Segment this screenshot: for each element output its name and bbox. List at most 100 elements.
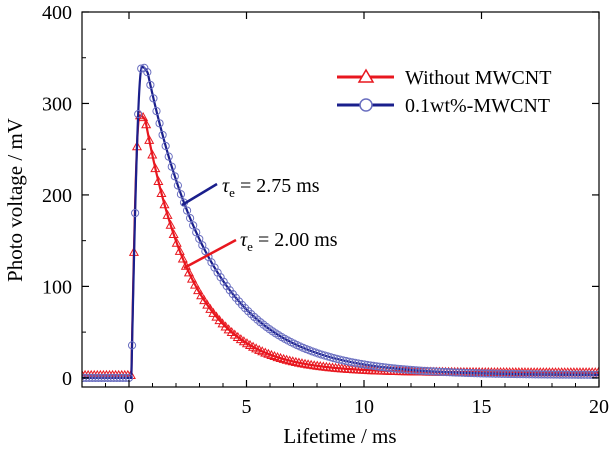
- data-point: [558, 370, 567, 379]
- data-point: [405, 365, 415, 374]
- data-point: [561, 370, 570, 379]
- data-point: [350, 358, 360, 367]
- data-point: [564, 370, 574, 379]
- data-point: [281, 354, 292, 364]
- data-point: [384, 363, 393, 372]
- data-point: [329, 353, 338, 363]
- data-point: [147, 149, 158, 159]
- data-point: [149, 94, 158, 103]
- x-tick-label: 5: [242, 396, 252, 418]
- data-point: [159, 199, 170, 209]
- data-point: [156, 187, 167, 198]
- data-point: [109, 373, 118, 382]
- series-without-mwcnt: [82, 110, 599, 379]
- data-point: [552, 370, 561, 379]
- data-point: [341, 356, 351, 366]
- data-point: [296, 358, 308, 368]
- data-point: [186, 214, 195, 223]
- data-point: [192, 228, 201, 237]
- data-point: [269, 350, 280, 361]
- x-tick-label: 20: [589, 396, 609, 418]
- data-point: [158, 130, 167, 140]
- data-point: [430, 367, 439, 376]
- data-point: [338, 356, 347, 365]
- data-point: [344, 357, 354, 366]
- data-point: [546, 370, 555, 379]
- data-point: [112, 373, 121, 382]
- data-point: [390, 364, 399, 373]
- data-point: [97, 373, 106, 382]
- legend-item: Without MWCNT: [337, 67, 551, 89]
- data-point: [567, 370, 577, 379]
- data-point: [332, 354, 341, 363]
- data-point: [534, 370, 543, 379]
- legend-label: 0.1wt%-MWCNT: [405, 95, 550, 117]
- data-point: [442, 368, 451, 377]
- data-point: [244, 307, 253, 316]
- data-point: [177, 253, 188, 263]
- data-point: [222, 282, 231, 291]
- data-point: [115, 373, 124, 382]
- data-point: [412, 366, 421, 375]
- annotation-tau: τe = 2.00 ms: [240, 229, 338, 254]
- data-point: [121, 373, 131, 382]
- data-point: [528, 370, 537, 379]
- data-point: [196, 290, 207, 300]
- data-point: [94, 373, 103, 382]
- data-point: [299, 358, 311, 368]
- data-point: [525, 370, 534, 379]
- data-point: [518, 370, 528, 379]
- annotation-leader-line: [183, 238, 237, 270]
- data-point: [540, 370, 549, 379]
- data-point: [537, 370, 546, 379]
- data-point: [439, 367, 448, 377]
- annotations: τe = 2.75 ms τe = 2.00 ms: [181, 175, 338, 270]
- data-point: [433, 367, 442, 376]
- legend-item: 0.1wt%-MWCNT: [337, 95, 550, 117]
- data-point: [208, 307, 219, 317]
- data-point: [152, 107, 161, 116]
- data-point: [137, 64, 146, 73]
- series-layer: [82, 63, 599, 382]
- data-point: [278, 353, 289, 363]
- data-point: [214, 315, 225, 325]
- data-point: [549, 370, 558, 379]
- data-point: [409, 366, 418, 375]
- data-point: [106, 373, 115, 382]
- data-point: [193, 284, 204, 295]
- data-point: [347, 358, 357, 367]
- data-point: [162, 209, 173, 219]
- data-point: [488, 369, 497, 378]
- data-point: [173, 181, 182, 190]
- data-point: [211, 311, 222, 321]
- data-point: [161, 141, 170, 151]
- x-tick-label: 10: [354, 396, 374, 418]
- data-point: [91, 373, 100, 382]
- data-point: [155, 119, 164, 128]
- data-point: [168, 228, 179, 239]
- data-point: [186, 273, 198, 283]
- data-point: [360, 360, 369, 369]
- data-point: [482, 369, 491, 378]
- data-point: [272, 351, 283, 362]
- data-point: [494, 369, 503, 378]
- data-point: [381, 363, 390, 372]
- data-point: [506, 369, 515, 379]
- data-point: [479, 369, 488, 378]
- data-point: [202, 299, 213, 309]
- y-tick-label: 0: [62, 368, 72, 390]
- data-point: [573, 370, 583, 379]
- data-point: [354, 359, 363, 368]
- data-point: [357, 359, 366, 369]
- data-point: [424, 367, 433, 376]
- data-point: [335, 355, 344, 364]
- data-point: [150, 163, 161, 173]
- data-point: [491, 369, 500, 378]
- data-point: [134, 110, 143, 119]
- data-point: [387, 364, 396, 373]
- data-point: [457, 368, 467, 377]
- data-point: [165, 219, 176, 229]
- data-point: [512, 370, 522, 379]
- data-point: [189, 221, 198, 230]
